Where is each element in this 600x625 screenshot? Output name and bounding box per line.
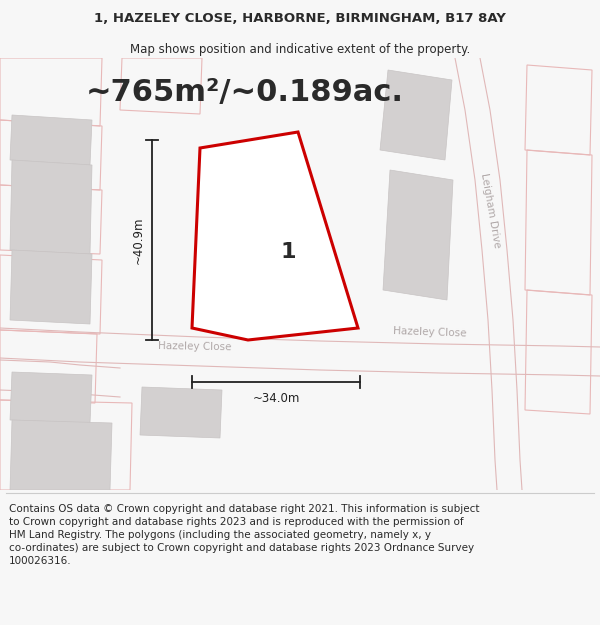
- Text: Leigham Drive: Leigham Drive: [479, 172, 503, 248]
- Text: ~34.0m: ~34.0m: [253, 392, 299, 406]
- Polygon shape: [0, 360, 120, 397]
- Polygon shape: [10, 372, 92, 423]
- Polygon shape: [192, 132, 358, 340]
- Text: Hazeley Close: Hazeley Close: [393, 326, 467, 338]
- Text: ~765m²/~0.189ac.: ~765m²/~0.189ac.: [86, 78, 404, 106]
- Polygon shape: [140, 387, 222, 438]
- Polygon shape: [10, 250, 92, 324]
- Polygon shape: [10, 420, 112, 490]
- Text: Hazeley Close: Hazeley Close: [158, 341, 232, 352]
- Text: ~40.9m: ~40.9m: [131, 216, 145, 264]
- Polygon shape: [455, 58, 522, 490]
- Text: 1: 1: [280, 242, 296, 262]
- Polygon shape: [245, 272, 325, 325]
- Polygon shape: [380, 70, 452, 160]
- Polygon shape: [10, 115, 92, 165]
- Polygon shape: [383, 170, 453, 300]
- Polygon shape: [10, 160, 92, 254]
- Text: Map shows position and indicative extent of the property.: Map shows position and indicative extent…: [130, 44, 470, 56]
- Text: Contains OS data © Crown copyright and database right 2021. This information is : Contains OS data © Crown copyright and d…: [9, 504, 479, 566]
- Text: 1, HAZELEY CLOSE, HARBORNE, BIRMINGHAM, B17 8AY: 1, HAZELEY CLOSE, HARBORNE, BIRMINGHAM, …: [94, 12, 506, 24]
- Polygon shape: [0, 328, 600, 376]
